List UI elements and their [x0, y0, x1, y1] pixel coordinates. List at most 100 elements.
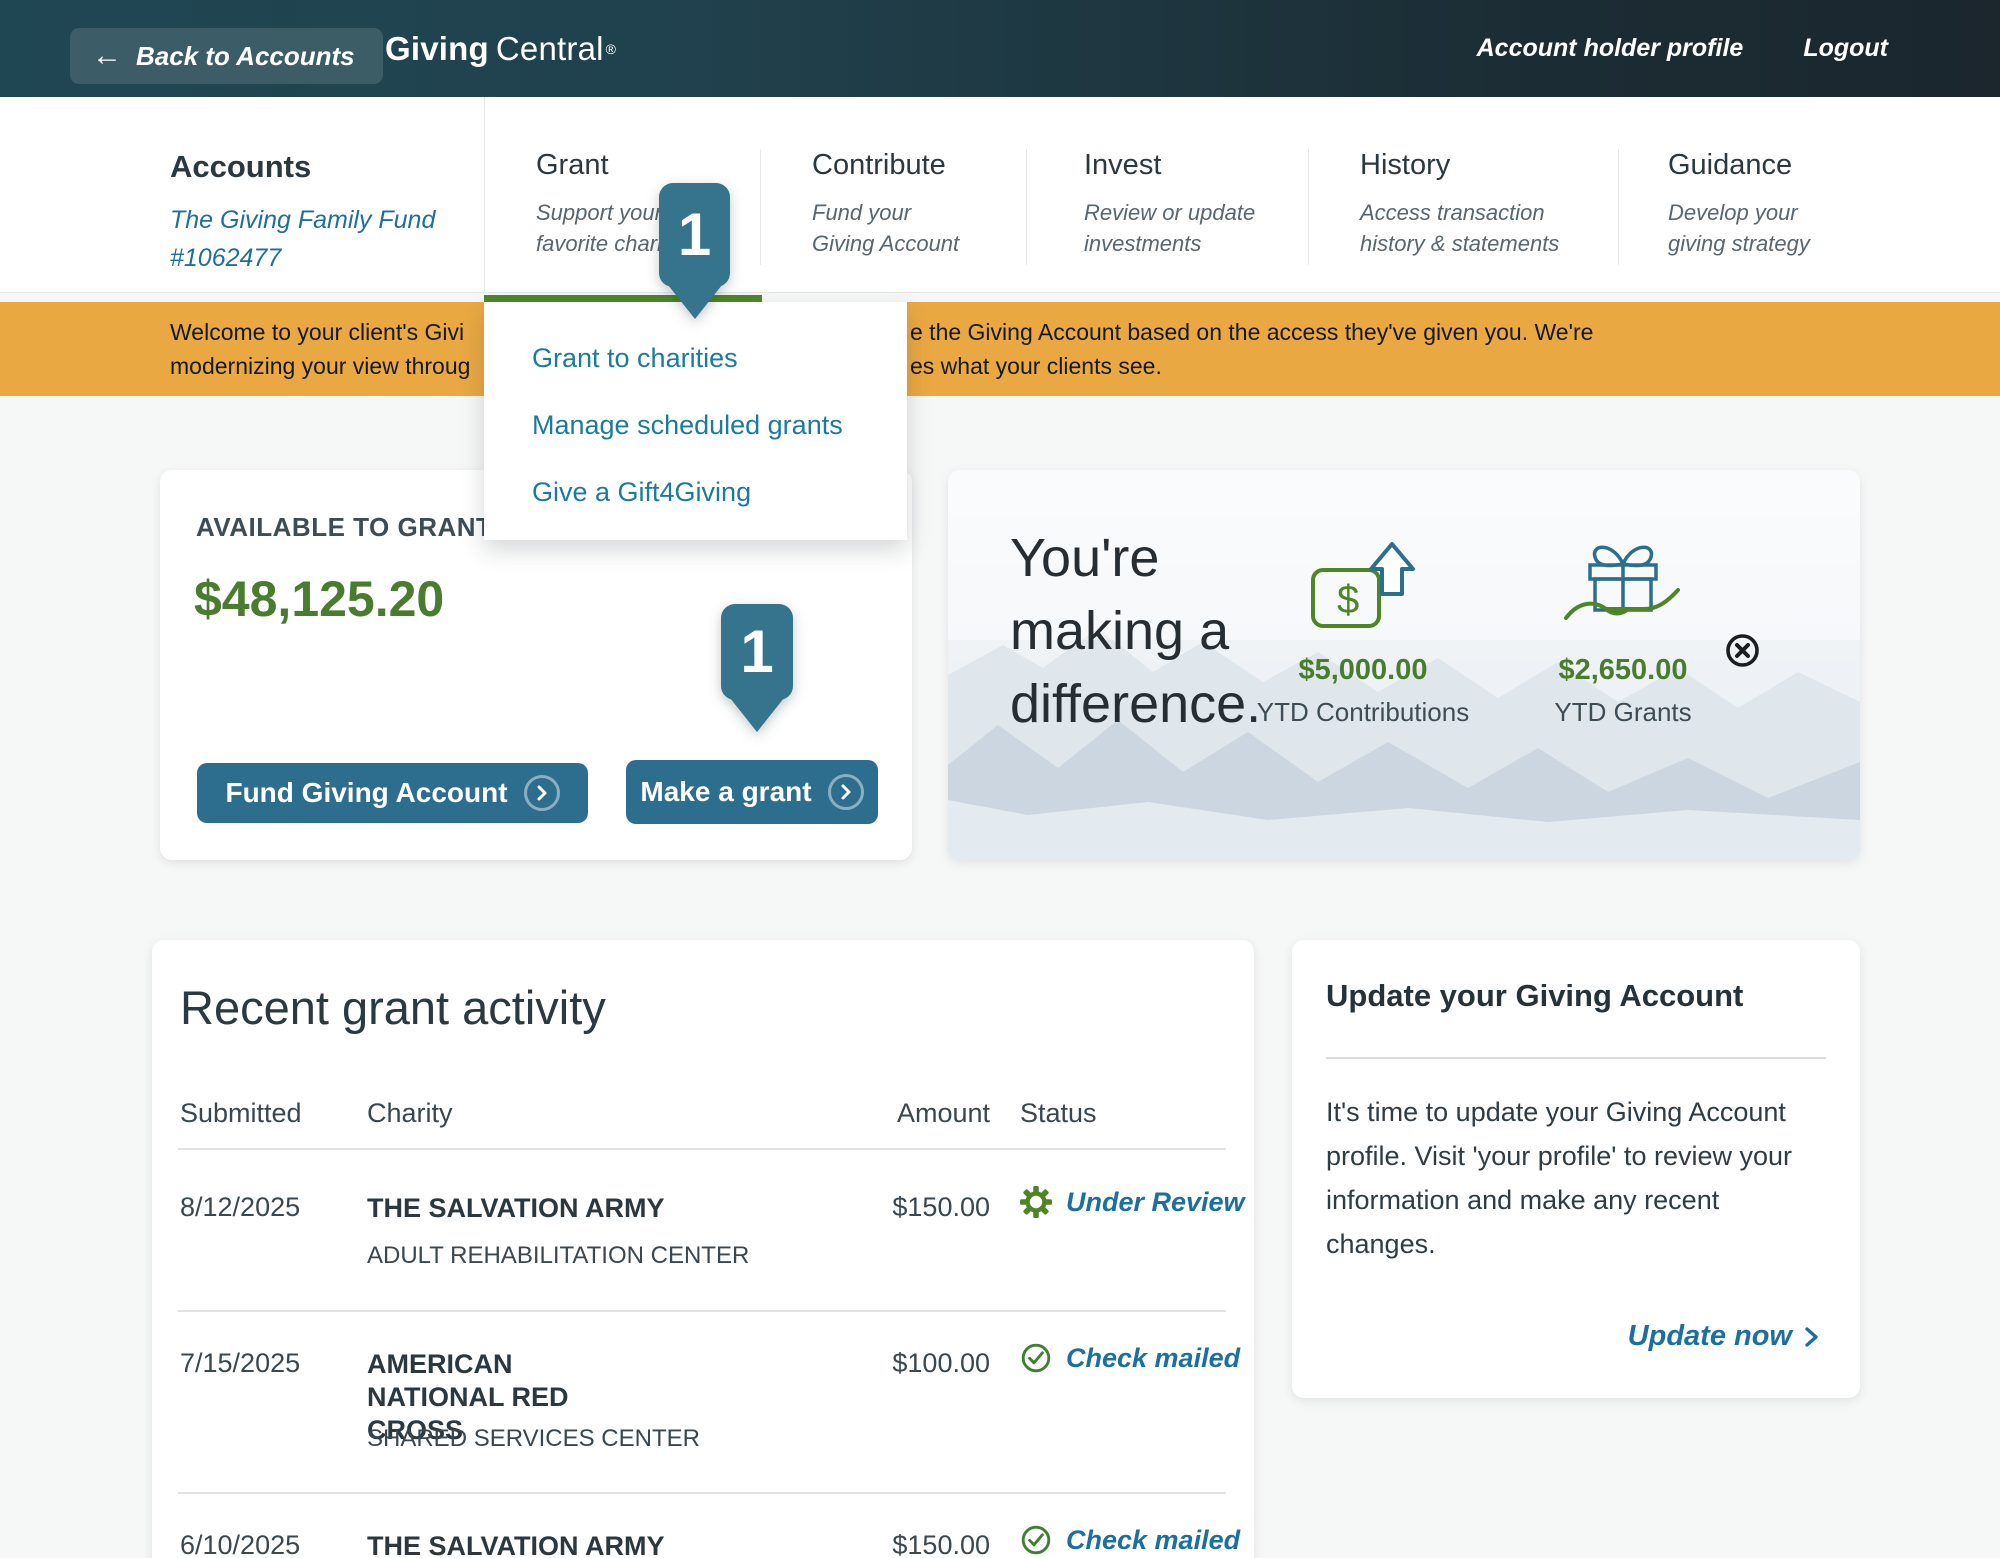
ytd-grants-label: YTD Grants [1554, 697, 1692, 727]
update-now-link[interactable]: Update now [1628, 1320, 1820, 1353]
ytd-grants-value: $2,650.00 [1558, 654, 1688, 686]
back-arrow-icon: ← [92, 39, 122, 72]
grant-dropdown-menu: Grant to charities Manage scheduled gran… [484, 302, 907, 540]
status-check-mailed-link[interactable]: Check mailed [1066, 1342, 1241, 1373]
table-divider [178, 1310, 1226, 1312]
gift-in-hand-icon [1560, 528, 1686, 638]
row-charity-name: THE SALVATION ARMY [367, 1531, 665, 1558]
row-amount: $150.00 [892, 1192, 990, 1222]
nav-divider [1026, 149, 1027, 265]
nav-item-contribute[interactable]: Contribute Fund your Giving Account [812, 97, 1012, 293]
column-header-amount: Amount [896, 1098, 990, 1128]
table-divider [178, 1148, 1226, 1150]
ytd-grants-stat: $2,650.00 YTD Grants [1493, 528, 1753, 728]
top-header: ← Back to Accounts Giving Central ® Acco… [0, 0, 2000, 97]
logout-link[interactable]: Logout [1803, 34, 1888, 62]
fund-button-label: Fund Giving Account [225, 777, 508, 808]
nav-item-history[interactable]: History Access transaction history & sta… [1360, 97, 1600, 293]
pin-pointer [667, 285, 722, 319]
update-giving-account-card: Update your Giving Account It's time to … [1292, 940, 1860, 1398]
menu-item-grant-to-charities[interactable]: Grant to charities [532, 343, 738, 373]
row-amount: $150.00 [892, 1530, 990, 1558]
nav-section-divider [484, 97, 485, 293]
update-card-title: Update your Giving Account [1326, 978, 1744, 1013]
nav-divider [1618, 149, 1619, 265]
update-card-divider [1326, 1057, 1826, 1059]
brand-bold: Giving [385, 29, 489, 67]
nav-divider [760, 149, 761, 265]
menu-item-give-a-gift4giving[interactable]: Give a Gift4Giving [532, 477, 752, 507]
banner-text-line2-left: modernizing your view throug [170, 353, 471, 379]
available-to-grant-amount: $48,125.20 [194, 571, 445, 627]
status-under-review-link[interactable]: Under Review [1066, 1186, 1245, 1217]
chevron-right-icon [1804, 1325, 1820, 1349]
banner-close-icon[interactable] [1724, 632, 1761, 669]
ytd-contributions-label: YTD Contributions [1256, 697, 1470, 727]
check-circle-icon [1020, 1342, 1052, 1374]
table-divider [178, 1492, 1226, 1494]
nav-divider [1308, 149, 1309, 265]
row-charity-name: AMERICAN NATIONAL RED CROSS [367, 1349, 569, 1445]
step-1-callout-pin-make-grant: 1 [721, 604, 793, 732]
account-holder-profile-link[interactable]: Account holder profile [1476, 34, 1744, 62]
row-status: Under Review [1020, 1186, 1245, 1218]
banner-text-line1-left: Welcome to your client's Givi [170, 319, 465, 345]
banner-text-line2-right: es what your clients see. [910, 353, 1162, 379]
row-charity-subname: SHARED SERVICES CENTER [367, 1425, 700, 1452]
step-number: 1 [659, 183, 730, 287]
row-submitted-date: 8/12/2025 [180, 1192, 301, 1222]
nav-invest-label: Invest [1084, 149, 1162, 181]
nav-history-desc: Access transaction history & statements [1360, 200, 1560, 256]
gear-icon [1020, 1186, 1052, 1218]
row-charity-subname: ADULT REHABILITATION CENTER [367, 1242, 750, 1269]
update-now-label: Update now [1627, 1320, 1792, 1352]
registered-mark: ® [605, 40, 617, 57]
make-a-grant-button[interactable]: Make a grant [626, 760, 878, 824]
banner-text-line1-right: e the Giving Account based on the access… [910, 319, 1594, 345]
brand-logo: Giving Central ® [385, 0, 616, 97]
column-header-status: Status [1020, 1098, 1097, 1128]
recent-grant-activity-card: Recent grant activity Submitted Charity … [152, 940, 1254, 1558]
impact-summary-card: You're making a difference. $ $5,000.00 … [948, 470, 1860, 860]
recent-grant-activity-title: Recent grant activity [180, 981, 606, 1034]
ytd-contributions-value: $5,000.00 [1298, 654, 1428, 686]
back-to-accounts-button[interactable]: ← Back to Accounts [70, 28, 383, 84]
nav-contribute-desc: Fund your Giving Account [812, 200, 960, 256]
nav-grant-label: Grant [536, 149, 609, 181]
row-submitted-date: 6/10/2025 [180, 1530, 301, 1558]
row-submitted-date: 7/15/2025 [180, 1348, 301, 1378]
headline-line: difference. [1010, 674, 1262, 734]
chevron-right-circle-icon [827, 774, 864, 810]
update-card-body: It's time to update your Giving Account … [1326, 1097, 1793, 1259]
column-header-charity: Charity [367, 1098, 453, 1128]
headline-line: You're [1010, 528, 1160, 588]
mountain-background-image [948, 470, 1860, 860]
ytd-contributions-stat: $ $5,000.00 YTD Contributions [1233, 528, 1493, 728]
row-status: Check mailed [1020, 1342, 1240, 1374]
row-charity-name: THE SALVATION ARMY [367, 1193, 665, 1223]
nav-history-label: History [1360, 149, 1451, 181]
nav-invest-desc: Review or update investments [1084, 200, 1256, 256]
secondary-nav: Accounts The Giving Family Fund #1062477… [0, 97, 2000, 293]
nav-item-invest[interactable]: Invest Review or update investments [1084, 97, 1294, 293]
available-to-grant-label: AVAILABLE TO GRANT [196, 512, 493, 542]
row-status: Check mailed [1020, 1524, 1240, 1556]
nav-guidance-label: Guidance [1668, 149, 1793, 181]
client-view-notice-banner: Welcome to your client's Givi e the Givi… [0, 302, 2000, 667]
grant-active-underline [484, 295, 762, 302]
fund-giving-account-button[interactable]: Fund Giving Account [197, 763, 588, 823]
impact-headline: You're making a difference. [1010, 522, 1261, 741]
chevron-right-circle-icon [523, 775, 560, 811]
row-amount: $100.00 [892, 1348, 990, 1378]
column-header-submitted: Submitted [180, 1098, 302, 1128]
dollar-card-up-arrow-icon: $ [1307, 528, 1419, 638]
status-check-mailed-link[interactable]: Check mailed [1066, 1524, 1241, 1555]
step-1-callout-pin-grant-menu: 1 [659, 183, 730, 319]
account-fund-name: The Giving Family Fund [170, 206, 436, 234]
account-fund-link[interactable]: The Giving Family Fund #1062477 [170, 201, 435, 277]
account-fund-number: #1062477 [170, 244, 282, 272]
check-circle-icon [1020, 1524, 1052, 1556]
menu-item-manage-scheduled-grants[interactable]: Manage scheduled grants [532, 410, 843, 440]
nav-item-guidance[interactable]: Guidance Develop your giving strategy [1668, 97, 1858, 293]
